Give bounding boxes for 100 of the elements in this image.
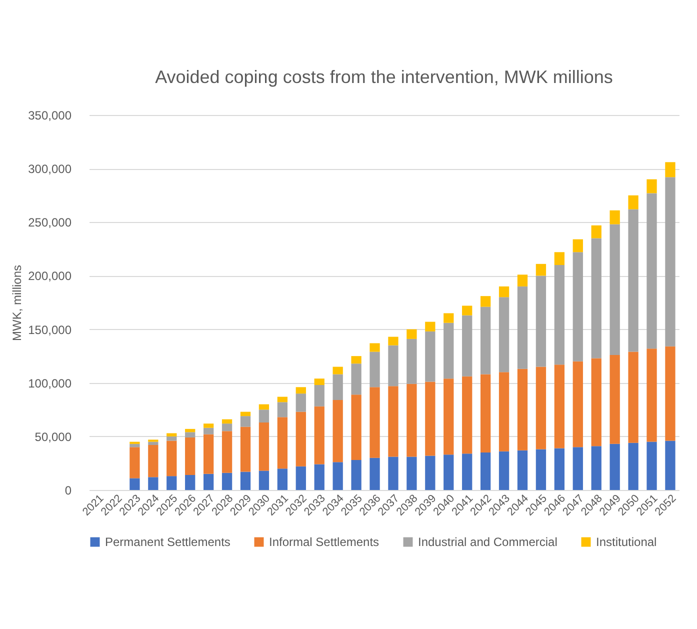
legend-label: Industrial and Commercial bbox=[418, 535, 558, 549]
bar bbox=[240, 472, 251, 490]
bar bbox=[406, 329, 417, 339]
bar bbox=[166, 476, 177, 490]
bar bbox=[296, 412, 306, 466]
bar bbox=[296, 394, 306, 412]
legend-label: Permanent Settlements bbox=[105, 535, 230, 549]
bar bbox=[444, 313, 454, 323]
bar bbox=[628, 195, 638, 210]
y-tick-label: 350,000 bbox=[28, 108, 72, 122]
bar bbox=[498, 297, 510, 372]
bar bbox=[130, 447, 140, 478]
bar bbox=[314, 378, 324, 385]
bar bbox=[222, 431, 232, 473]
bar bbox=[388, 386, 398, 457]
bar bbox=[554, 448, 565, 490]
bar bbox=[517, 368, 528, 450]
bar bbox=[296, 466, 306, 490]
bar bbox=[166, 436, 177, 441]
bar bbox=[258, 404, 270, 410]
bar bbox=[388, 336, 398, 346]
bar bbox=[444, 378, 454, 455]
y-tick-label: 300,000 bbox=[28, 162, 72, 176]
bar bbox=[296, 387, 306, 394]
y-tick-label: 0 bbox=[64, 484, 72, 498]
bar bbox=[240, 412, 251, 416]
y-tick-label: 100,000 bbox=[28, 376, 72, 390]
bar bbox=[554, 252, 565, 265]
bar bbox=[370, 458, 380, 490]
bar bbox=[148, 442, 158, 445]
y-tick-label: 150,000 bbox=[28, 322, 72, 337]
bar bbox=[222, 419, 232, 424]
bar bbox=[536, 366, 546, 450]
bar bbox=[646, 193, 657, 349]
y-tick-label: 200,000 bbox=[28, 269, 72, 284]
bar bbox=[517, 286, 528, 369]
bar bbox=[462, 315, 472, 376]
bar bbox=[572, 252, 583, 362]
bar bbox=[314, 406, 324, 464]
bar bbox=[498, 372, 510, 452]
bar bbox=[185, 438, 196, 475]
bar bbox=[591, 238, 602, 358]
bar bbox=[148, 477, 158, 490]
bar bbox=[610, 224, 620, 355]
bar bbox=[425, 382, 436, 456]
bar bbox=[222, 424, 232, 432]
bar bbox=[480, 374, 491, 452]
bar bbox=[240, 416, 251, 427]
bar bbox=[185, 432, 196, 438]
bar bbox=[480, 296, 491, 307]
bar bbox=[370, 343, 380, 352]
bar bbox=[462, 306, 472, 316]
bar bbox=[425, 322, 436, 332]
bar bbox=[610, 444, 620, 490]
bar bbox=[517, 450, 528, 490]
bar bbox=[425, 456, 436, 490]
bar bbox=[370, 352, 380, 388]
bar bbox=[258, 422, 270, 471]
bar bbox=[610, 210, 620, 224]
y-tick-label: 50,000 bbox=[34, 430, 72, 444]
bar bbox=[370, 387, 380, 458]
bar bbox=[517, 274, 528, 286]
bar bbox=[462, 376, 472, 454]
bar bbox=[591, 446, 602, 490]
bar bbox=[203, 474, 214, 490]
bar bbox=[222, 472, 232, 490]
bar bbox=[332, 400, 343, 462]
bar bbox=[665, 162, 676, 178]
bar bbox=[166, 433, 177, 436]
bar bbox=[406, 338, 417, 384]
bar bbox=[536, 276, 546, 367]
bar bbox=[406, 384, 417, 457]
bar bbox=[610, 355, 620, 444]
bar bbox=[665, 177, 676, 346]
bar bbox=[351, 356, 362, 364]
bar bbox=[554, 265, 565, 365]
bar bbox=[277, 402, 288, 418]
bar bbox=[185, 428, 196, 432]
chart-title: Avoided coping costs from the intervention, MWK millions bbox=[155, 67, 613, 87]
bar bbox=[332, 374, 343, 400]
bar bbox=[554, 364, 565, 448]
bar bbox=[498, 286, 510, 298]
bar bbox=[277, 396, 288, 402]
bar bbox=[388, 345, 398, 386]
bar bbox=[591, 358, 602, 446]
bar bbox=[314, 464, 324, 490]
bar bbox=[388, 456, 398, 490]
bar bbox=[444, 454, 454, 490]
y-tick-label: 250,000 bbox=[28, 216, 72, 230]
bar bbox=[536, 449, 546, 490]
bar bbox=[572, 239, 583, 252]
bar bbox=[240, 426, 251, 472]
bar bbox=[351, 394, 362, 460]
bar bbox=[462, 454, 472, 490]
bar bbox=[646, 179, 657, 194]
bar bbox=[130, 444, 140, 448]
legend-label: Institutional bbox=[596, 535, 657, 549]
bar bbox=[148, 445, 158, 478]
bar bbox=[203, 434, 214, 474]
bar bbox=[332, 462, 343, 490]
